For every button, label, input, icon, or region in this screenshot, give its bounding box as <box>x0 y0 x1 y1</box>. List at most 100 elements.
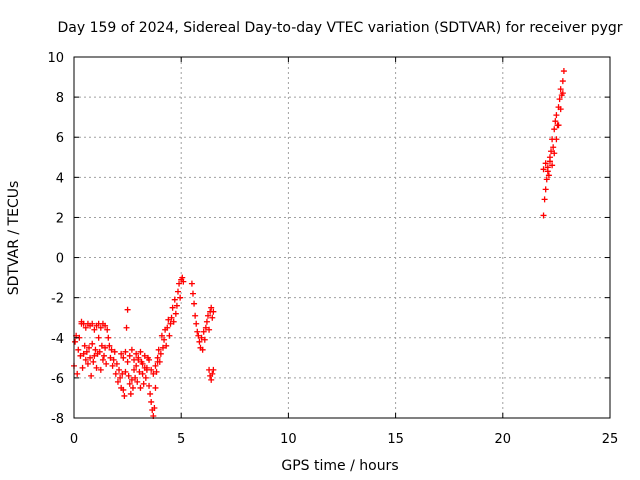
data-point <box>188 280 195 287</box>
data-point <box>189 290 196 297</box>
data-point <box>203 318 210 325</box>
data-point <box>126 380 133 387</box>
data-point <box>210 308 217 315</box>
data-point <box>92 346 99 353</box>
data-point <box>90 358 97 365</box>
data-point <box>87 354 94 361</box>
x-tick-label: 0 <box>70 432 78 447</box>
data-point <box>553 112 560 119</box>
data-point <box>559 90 566 97</box>
data-point <box>95 334 102 341</box>
data-point <box>125 372 132 379</box>
data-point <box>123 324 130 331</box>
data-point <box>104 326 111 333</box>
data-point <box>120 354 127 361</box>
data-point <box>202 324 209 331</box>
data-point <box>158 332 165 339</box>
data-point <box>102 344 109 351</box>
y-tick-label: -4 <box>51 332 64 347</box>
x-axis-label: GPS time / hours <box>281 458 398 474</box>
y-tick-label: 0 <box>56 252 64 267</box>
data-point <box>139 360 146 367</box>
data-point <box>553 136 560 143</box>
data-point <box>196 338 203 345</box>
data-point <box>209 370 216 377</box>
data-point <box>134 378 141 385</box>
data-point <box>545 172 552 179</box>
x-tick-label: 20 <box>495 432 512 447</box>
data-point <box>153 368 160 375</box>
data-point <box>74 370 81 377</box>
data-point <box>148 398 155 405</box>
data-point <box>540 212 547 219</box>
data-point <box>168 314 175 321</box>
data-point <box>128 376 135 383</box>
y-tick-label: -8 <box>51 412 64 427</box>
y-tick-label: 4 <box>56 171 64 186</box>
data-point <box>103 360 110 367</box>
data-point <box>114 378 121 385</box>
data-point <box>121 392 128 399</box>
data-point <box>556 96 563 103</box>
data-point <box>169 304 176 311</box>
data-point <box>208 304 215 311</box>
data-point <box>201 336 208 343</box>
y-axis-label: SDTVAR / TECUs <box>6 181 22 296</box>
data-point <box>551 126 558 133</box>
data-point <box>176 280 183 287</box>
data-point <box>155 346 162 353</box>
data-point <box>154 358 161 365</box>
data-point <box>557 106 564 113</box>
data-point <box>80 350 87 357</box>
data-point <box>137 348 144 355</box>
data-point <box>84 360 91 367</box>
data-point <box>173 302 180 309</box>
chart-title: Day 159 of 2024, Sidereal Day-to-day VTE… <box>57 20 622 36</box>
data-point <box>97 366 104 373</box>
data-point <box>192 312 199 319</box>
data-point <box>75 346 82 353</box>
data-point <box>72 338 79 345</box>
data-point <box>555 122 562 129</box>
grid <box>74 57 610 418</box>
data-point <box>141 352 148 359</box>
data-point <box>549 162 556 169</box>
data-point <box>93 364 100 371</box>
data-point <box>208 376 215 383</box>
data-point <box>96 348 103 355</box>
data-marks <box>71 68 567 419</box>
data-point <box>152 362 159 369</box>
data-point <box>542 186 549 193</box>
data-point <box>105 334 112 341</box>
data-point <box>116 366 123 373</box>
data-point <box>108 346 115 353</box>
data-point <box>146 382 153 389</box>
data-point <box>137 384 144 391</box>
data-point <box>110 356 117 363</box>
data-point <box>82 324 89 331</box>
data-point <box>147 390 154 397</box>
data-point <box>102 322 109 329</box>
data-point <box>91 326 98 333</box>
data-point <box>109 362 116 369</box>
data-point <box>131 356 138 363</box>
data-point <box>86 344 93 351</box>
data-point <box>157 350 164 357</box>
data-point <box>198 334 205 341</box>
y-tick-label: -6 <box>51 372 64 387</box>
data-point <box>113 360 120 367</box>
data-point <box>111 348 118 355</box>
data-point <box>79 364 86 371</box>
data-point <box>143 364 150 371</box>
y-tick-label: 8 <box>56 91 64 106</box>
data-point <box>210 366 217 373</box>
data-point <box>200 328 207 335</box>
data-point <box>142 374 149 381</box>
data-point <box>135 354 142 361</box>
data-point <box>119 370 126 377</box>
data-point <box>161 336 168 343</box>
y-tick-label: 2 <box>56 211 64 226</box>
data-point <box>167 320 174 327</box>
data-point <box>136 368 143 375</box>
data-point <box>560 68 567 75</box>
